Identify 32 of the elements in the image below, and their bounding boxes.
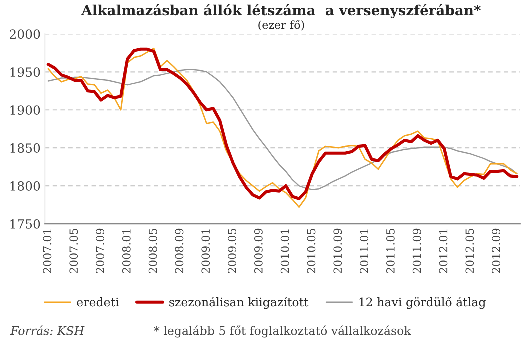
x-tick-label: 2007.05 (70, 229, 78, 274)
x-tick-label: 2009.09 (254, 228, 263, 274)
x-tick-label: 2012.09 (492, 228, 500, 274)
x-tick-label: 2011.01 (360, 230, 368, 274)
x-tick-label: 2009.05 (228, 229, 236, 274)
x-tick-label: 2010.05 (307, 229, 316, 274)
y-tick-label: 2000 (10, 30, 40, 40)
x-tick-label: 2008.05 (148, 229, 158, 274)
y-tick-label: 1800 (10, 182, 40, 191)
y-tick-label: 1750 (10, 219, 40, 229)
legend-label: szezonálisan kiigazított (170, 297, 309, 310)
x-tick-label: 2011.09 (412, 228, 422, 274)
legend-label: eredeti (77, 298, 120, 307)
x-tick-label: 2008.01 (122, 230, 131, 274)
y-tick-label: 1950 (10, 68, 40, 78)
x-tick-label: 2012.05 (466, 229, 474, 274)
legend-label: 12 havi gördülő átlag (360, 297, 486, 310)
text: Forrás: KSH (10, 326, 85, 336)
y-tick-label: 1900 (10, 106, 40, 116)
chart-subtitle: (ezer fő) (258, 20, 304, 31)
y-tick-label: 1850 (10, 144, 40, 154)
x-tick-label: 2007.01 (43, 230, 52, 274)
x-tick-label: 2010.01 (280, 230, 290, 274)
line-series (48, 69, 518, 190)
x-tick-label: 2010.09 (334, 228, 342, 274)
x-tick-label: 2011.05 (386, 229, 395, 274)
x-tick-label: 2012.01 (439, 230, 448, 274)
x-tick-label: 2008.09 (175, 228, 184, 274)
chart-title: Alkalmazásban állók létszáma a versenyszférában* (81, 4, 481, 18)
text: * legalább 5 főt foglalkoztató vállalkozások (154, 326, 412, 338)
x-tick-label: 2009.01 (202, 230, 210, 274)
x-tick-label: 2007.09 (96, 228, 104, 274)
